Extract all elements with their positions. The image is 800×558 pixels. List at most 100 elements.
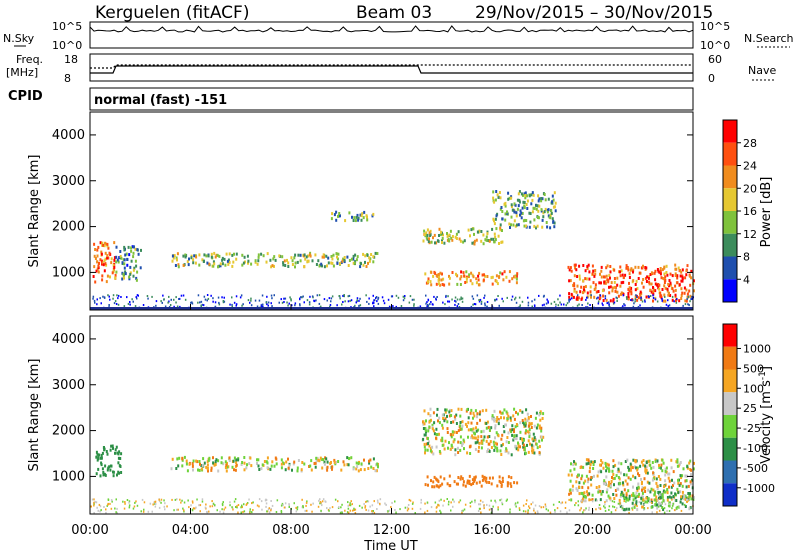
echo-cell xyxy=(452,420,455,424)
echo-cell xyxy=(617,469,620,473)
echo-cell xyxy=(656,268,659,271)
echo-cell xyxy=(169,304,172,306)
echo-cell xyxy=(440,230,443,234)
echo-cell xyxy=(92,275,95,278)
echo-cell xyxy=(206,460,209,464)
echo-cell xyxy=(581,304,583,306)
echo-cell xyxy=(295,510,298,513)
y-tick-label: 2000 xyxy=(52,424,85,439)
echo-cell xyxy=(537,216,539,219)
echo-cell xyxy=(546,210,549,214)
echo-cell xyxy=(485,235,488,239)
echo-cell xyxy=(158,498,160,501)
echo-cell xyxy=(505,447,508,451)
echo-cell xyxy=(584,277,587,281)
echo-cell xyxy=(209,505,211,508)
echo-cell xyxy=(200,304,202,307)
echo-cell xyxy=(461,300,464,303)
echo-cell xyxy=(473,479,476,483)
echo-cell xyxy=(499,410,502,414)
echo-cell xyxy=(330,297,333,300)
echo-cell xyxy=(371,511,374,514)
echo-cell xyxy=(625,493,628,497)
echo-cell xyxy=(498,479,501,483)
echo-cell xyxy=(436,484,439,488)
echo-cell xyxy=(568,300,570,303)
echo-cell xyxy=(676,464,679,468)
echo-cell xyxy=(531,445,534,449)
echo-cell xyxy=(664,286,667,290)
echo-cell xyxy=(492,190,495,194)
echo-cell xyxy=(300,296,302,299)
echo-cell xyxy=(360,218,363,222)
echo-cell xyxy=(498,191,501,194)
echo-cell xyxy=(515,434,518,438)
echo-cell xyxy=(97,266,100,270)
echo-cell xyxy=(463,447,465,451)
echo-cell xyxy=(532,193,535,197)
echo-cell xyxy=(656,484,659,488)
echo-cell xyxy=(438,227,441,231)
echo-cell xyxy=(501,229,503,232)
echo-cell xyxy=(586,267,589,270)
echo-cell xyxy=(321,255,324,259)
echo-cell xyxy=(576,298,579,301)
echo-cell xyxy=(373,511,376,514)
echo-cell xyxy=(470,408,473,412)
echo-cell xyxy=(488,239,491,243)
echo-cell xyxy=(690,497,693,501)
echo-cell xyxy=(205,465,208,469)
echo-cell xyxy=(280,458,283,462)
echo-cell xyxy=(473,414,476,418)
echo-cell xyxy=(178,456,181,460)
echo-cell xyxy=(623,500,625,503)
echo-cell xyxy=(427,429,430,433)
echo-cell xyxy=(176,508,178,511)
echo-cell xyxy=(605,298,608,302)
echo-cell xyxy=(594,283,597,287)
echo-cell xyxy=(578,485,580,489)
echo-cell xyxy=(451,271,454,274)
echo-cell xyxy=(462,509,464,512)
echo-cell xyxy=(546,298,548,301)
echo-cell xyxy=(99,474,102,478)
echo-cell xyxy=(347,511,350,514)
echo-cell xyxy=(459,441,462,445)
echo-cell xyxy=(104,464,107,468)
echo-cell xyxy=(206,294,209,296)
noise-tick-left-low: 10^0 xyxy=(52,39,82,52)
echo-cell xyxy=(521,437,523,441)
y-tick-label: 4000 xyxy=(52,128,85,143)
echo-cell xyxy=(435,510,438,513)
echo-cell xyxy=(182,254,185,258)
echo-cell xyxy=(584,509,586,511)
echo-cell xyxy=(629,462,632,466)
echo-cell xyxy=(254,260,257,264)
echo-cell xyxy=(273,255,276,259)
echo-cell xyxy=(644,300,646,303)
echo-cell xyxy=(492,196,495,200)
echo-cell xyxy=(512,223,515,227)
echo-cell xyxy=(619,274,622,278)
echo-cell xyxy=(663,281,666,284)
echo-cell xyxy=(502,425,505,428)
echo-cell xyxy=(595,290,598,294)
echo-cell xyxy=(183,455,186,459)
echo-cell xyxy=(243,468,246,472)
colorbar-tick-label: 4 xyxy=(743,273,750,286)
echo-cell xyxy=(535,442,538,446)
echo-cell xyxy=(519,437,522,441)
echo-cell xyxy=(119,457,122,460)
echo-cell xyxy=(523,218,526,222)
echo-cell xyxy=(545,508,548,511)
echo-cell xyxy=(228,456,231,460)
echo-cell xyxy=(625,496,628,500)
echo-cell xyxy=(663,284,666,288)
echo-cell xyxy=(456,298,459,301)
echo-cell xyxy=(186,260,189,264)
echo-cell xyxy=(483,296,485,299)
echo-cell xyxy=(466,479,469,483)
echo-cell xyxy=(331,465,334,469)
echo-cell xyxy=(462,240,465,244)
echo-cell xyxy=(681,490,684,494)
